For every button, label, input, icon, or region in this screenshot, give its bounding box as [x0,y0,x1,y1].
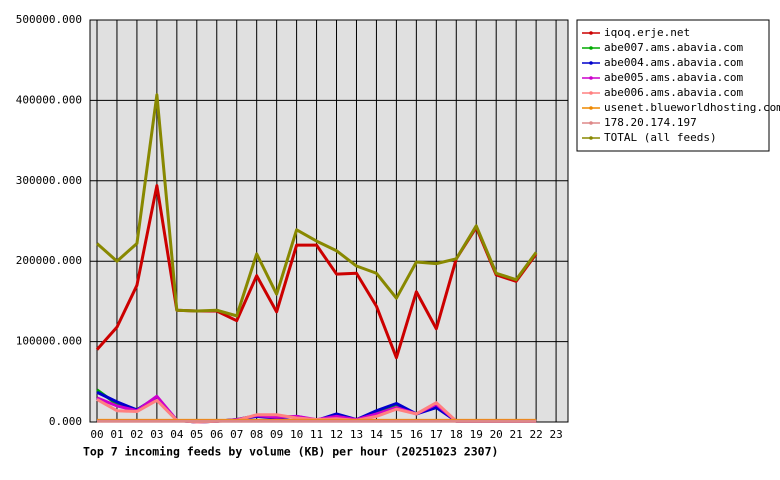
legend-dot [589,91,593,95]
y-tick-label: 500000.000 [16,13,82,26]
legend-dot [589,31,593,35]
y-tick-label: 400000.000 [16,93,82,106]
legend-dot [589,61,593,65]
legend-label: abe005.ams.abavia.com [604,71,743,84]
x-tick-label: 16 [410,428,423,441]
x-tick-label: 06 [210,428,223,441]
legend-dot [589,46,593,50]
y-tick-label: 100000.000 [16,335,82,348]
y-tick-label: 0.000 [49,415,82,428]
x-tick-label: 05 [190,428,203,441]
x-tick-label: 00 [90,428,103,441]
x-tick-label: 02 [130,428,143,441]
legend-label: abe004.ams.abavia.com [604,56,743,69]
x-tick-label: 17 [430,428,443,441]
x-tick-label: 14 [370,428,384,441]
legend-dot [589,121,593,125]
legend-label: TOTAL (all feeds) [604,131,717,144]
legend-label: abe007.ams.abavia.com [604,41,743,54]
legend-dot [589,136,593,140]
x-tick-label: 01 [110,428,123,441]
legend-dot [589,106,593,110]
x-tick-label: 20 [490,428,503,441]
x-tick-label: 04 [170,428,184,441]
x-tick-label: 10 [290,428,303,441]
legend-label: 178.20.174.197 [604,116,697,129]
legend-dot [589,76,593,80]
x-tick-label: 03 [150,428,163,441]
x-tick-label: 18 [450,428,463,441]
x-tick-label: 08 [250,428,263,441]
legend-label: iqoq.erje.net [604,26,690,39]
y-tick-label: 200000.000 [16,254,82,267]
x-tick-label: 09 [270,428,283,441]
legend-label: abe006.ams.abavia.com [604,86,743,99]
x-tick-label: 15 [390,428,403,441]
x-tick-label: 22 [529,428,542,441]
y-tick-label: 300000.000 [16,174,82,187]
legend-label: usenet.blueworldhosting.com [604,101,780,114]
x-tick-label: 13 [350,428,363,441]
chart-title: Top 7 incoming feeds by volume (KB) per … [83,445,498,459]
x-tick-label: 23 [549,428,562,441]
x-tick-label: 12 [330,428,343,441]
x-tick-label: 11 [310,428,323,441]
x-tick-label: 21 [510,428,523,441]
series-line [96,93,538,318]
x-tick-label: 19 [470,428,483,441]
x-tick-label: 07 [230,428,243,441]
legend-box [576,19,770,152]
